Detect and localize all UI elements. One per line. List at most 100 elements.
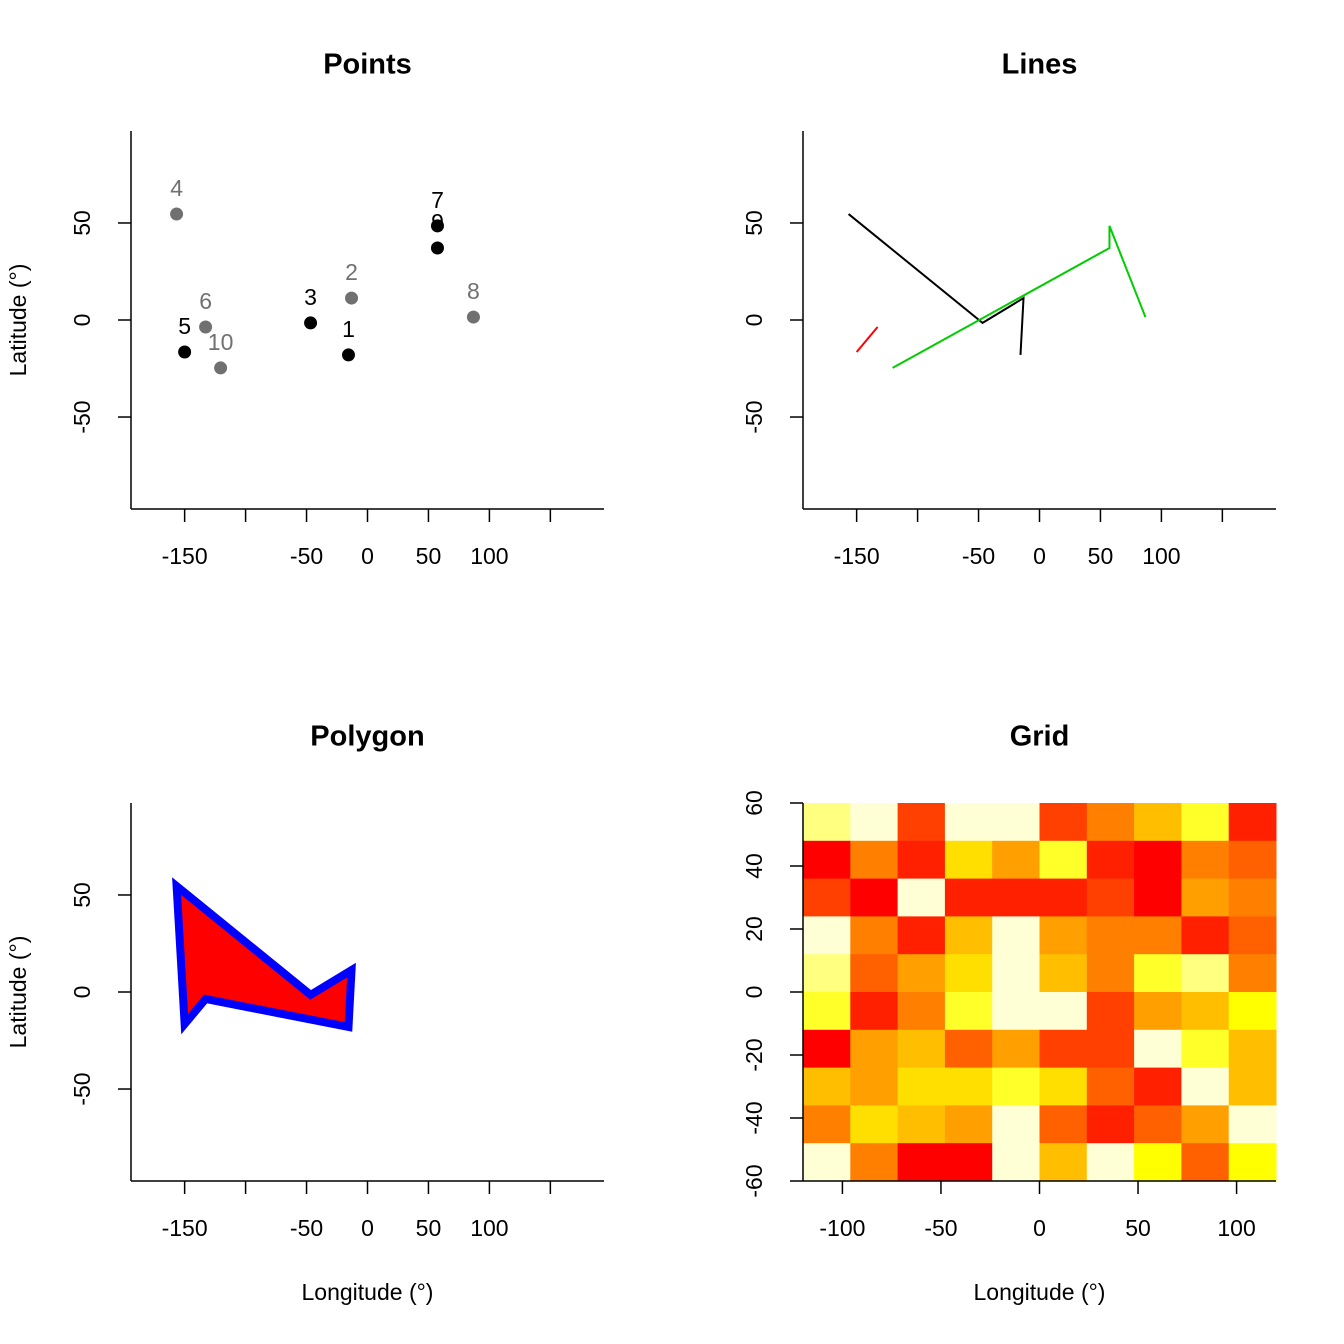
point (431, 242, 444, 255)
x-tick-label: -150 (162, 543, 208, 569)
x-tick-label: 0 (1033, 543, 1046, 569)
y-tick-label: 40 (741, 853, 767, 879)
cell (1229, 916, 1277, 954)
cell (1181, 1105, 1229, 1143)
x-tick-label: -50 (924, 1215, 957, 1241)
point-label: 1 (342, 316, 355, 342)
cell (1134, 916, 1182, 954)
cell (1134, 992, 1182, 1030)
x-tick-label: 100 (1217, 1215, 1255, 1241)
x-tick-label: 50 (416, 1215, 442, 1241)
point (170, 208, 183, 221)
cell (1181, 841, 1229, 879)
y-tick-label: -20 (741, 1038, 767, 1071)
cell (850, 1105, 898, 1143)
cell (850, 916, 898, 954)
cell (898, 992, 946, 1030)
cell (992, 803, 1040, 841)
cell (1229, 992, 1277, 1030)
point-label: 4 (170, 175, 183, 201)
cell (992, 841, 1040, 879)
cell (1087, 803, 1135, 841)
chart-title: Lines (1002, 49, 1078, 81)
cell (1134, 841, 1182, 879)
cell (1134, 803, 1182, 841)
cell (1181, 1068, 1229, 1106)
y-tick-label: 0 (741, 314, 767, 327)
x-tick-label: 100 (470, 1215, 508, 1241)
cell (1040, 1143, 1088, 1181)
cell (803, 916, 851, 954)
cell (945, 1105, 993, 1143)
cell (992, 1068, 1040, 1106)
chart-title: Points (323, 49, 412, 81)
cell (898, 1030, 946, 1068)
cell (803, 954, 851, 992)
cell (898, 1105, 946, 1143)
cell (1040, 1068, 1088, 1106)
point (214, 361, 227, 374)
point (178, 346, 191, 359)
cell (1229, 1143, 1277, 1181)
cell (803, 1143, 851, 1181)
cell (1087, 1105, 1135, 1143)
y-tick-label: 60 (741, 790, 767, 816)
cell (803, 1068, 851, 1106)
point-label: 9 (431, 209, 444, 235)
x-tick-label: 0 (361, 1215, 374, 1241)
cell (992, 954, 1040, 992)
y-tick-label: 50 (69, 882, 95, 908)
cell (803, 1030, 851, 1068)
x-axis-label: Longitude (°) (302, 1279, 434, 1305)
x-tick-label: 50 (1088, 543, 1114, 569)
y-tick-label: 50 (69, 210, 95, 236)
x-tick-label: 50 (416, 543, 442, 569)
cell (1040, 879, 1088, 917)
cell (1040, 992, 1088, 1030)
y-tick-label: 50 (741, 210, 767, 236)
cell (1040, 916, 1088, 954)
cell (1087, 841, 1135, 879)
cell (1181, 916, 1229, 954)
cell (1087, 1143, 1135, 1181)
y-tick-label: -50 (69, 400, 95, 433)
x-tick-label: 50 (1125, 1215, 1151, 1241)
cell (803, 1105, 851, 1143)
cell (898, 879, 946, 917)
y-tick-label: -60 (741, 1164, 767, 1197)
cell (1229, 803, 1277, 841)
cell (945, 1143, 993, 1181)
cell (898, 841, 946, 879)
cell (992, 992, 1040, 1030)
cell (1134, 1030, 1182, 1068)
x-tick-label: -50 (962, 543, 995, 569)
x-tick-label: -150 (162, 1215, 208, 1241)
y-tick-label: -40 (741, 1101, 767, 1134)
cell (898, 1068, 946, 1106)
cell (945, 841, 993, 879)
cell (992, 879, 1040, 917)
y-tick-label: -50 (69, 1072, 95, 1105)
x-tick-label: -50 (290, 543, 323, 569)
cell (803, 803, 851, 841)
cell (945, 803, 993, 841)
cell (850, 954, 898, 992)
cell (1134, 879, 1182, 917)
cell (1087, 1068, 1135, 1106)
y-axis-label: Latitude (°) (5, 264, 31, 377)
cell (898, 916, 946, 954)
cell (898, 954, 946, 992)
cell (1181, 1143, 1229, 1181)
cell (850, 1030, 898, 1068)
cell (803, 841, 851, 879)
y-tick-label: 20 (741, 916, 767, 942)
cell (945, 916, 993, 954)
cell (898, 1143, 946, 1181)
cell (1181, 879, 1229, 917)
cell (1087, 1030, 1135, 1068)
cell (1229, 1105, 1277, 1143)
cell (945, 879, 993, 917)
cell (1134, 1068, 1182, 1106)
cell (992, 1143, 1040, 1181)
y-axis-label: Latitude (°) (5, 936, 31, 1049)
